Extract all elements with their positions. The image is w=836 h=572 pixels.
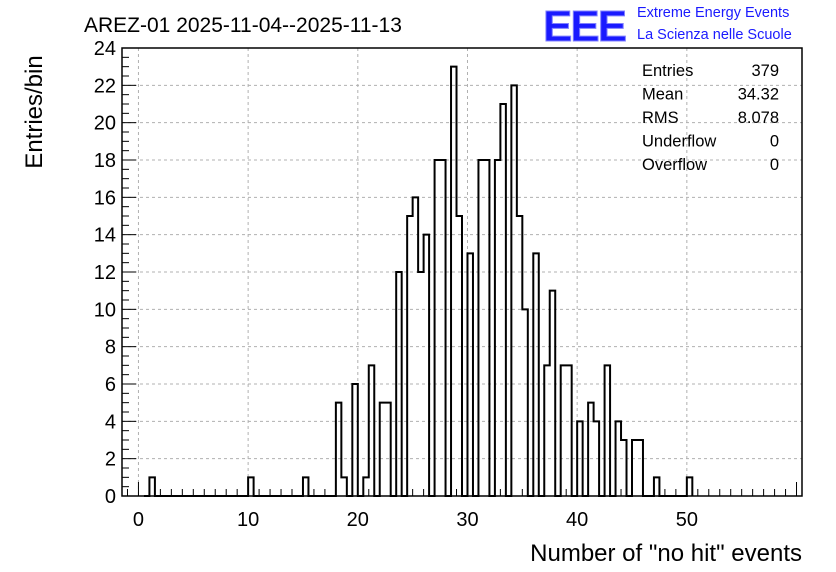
logo-mark: EEE [543,2,626,51]
histogram-outline [143,65,694,497]
x-tick-label: 20 [347,509,369,531]
stats-value: 379 [751,62,779,80]
stats-value: 0 [770,133,779,151]
logo-line-1: Extreme Energy Events [637,5,789,21]
chart-title: AREZ-01 2025-11-04--2025-11-13 [84,14,402,37]
y-tick-label: 4 [105,411,116,433]
stats-value: 34.32 [738,86,779,104]
y-tick-label: 14 [94,225,116,247]
y-tick-label: 2 [105,449,116,471]
stats-box: Entries 379 Mean 34.32 RMS 8.078 Underflow 0 Ove… [642,62,779,174]
stats-value: 0 [770,156,779,174]
y-tick-label: 16 [94,187,116,209]
logo-line-2: La Scienza nelle Scuole [637,27,792,43]
y-tick-label: 8 [105,337,116,359]
y-tick-label: 12 [94,262,116,284]
x-tick-label: 50 [676,509,698,531]
y-tick-label: 20 [94,113,116,135]
x-axis-title: Number of "no hit" events [530,540,802,567]
eee-logo: EEE Extreme Energy Events La Scienza nel… [543,2,792,52]
y-tick-label: 18 [94,150,116,172]
y-tick-label: 22 [94,75,116,97]
y-tick-label: 10 [94,299,116,321]
stats-label: Overflow [642,156,707,174]
y-tick-label: 24 [94,38,116,60]
x-tick-label: 10 [237,509,259,531]
stats-label: Mean [642,86,683,104]
stats-label: RMS [642,109,679,127]
y-axis-title: Entries/bin [21,55,48,168]
stats-label: Underflow [642,133,716,151]
x-tick-label: 0 [133,509,144,531]
stats-value: 8.078 [738,109,779,127]
stats-label: Entries [642,62,693,80]
x-tick-label: 40 [566,509,588,531]
y-tick-label: 0 [105,486,116,508]
x-axis-ticks: 0 10 20 30 40 50 [126,482,798,531]
x-tick-label: 30 [456,509,478,531]
y-tick-label: 6 [105,374,116,396]
